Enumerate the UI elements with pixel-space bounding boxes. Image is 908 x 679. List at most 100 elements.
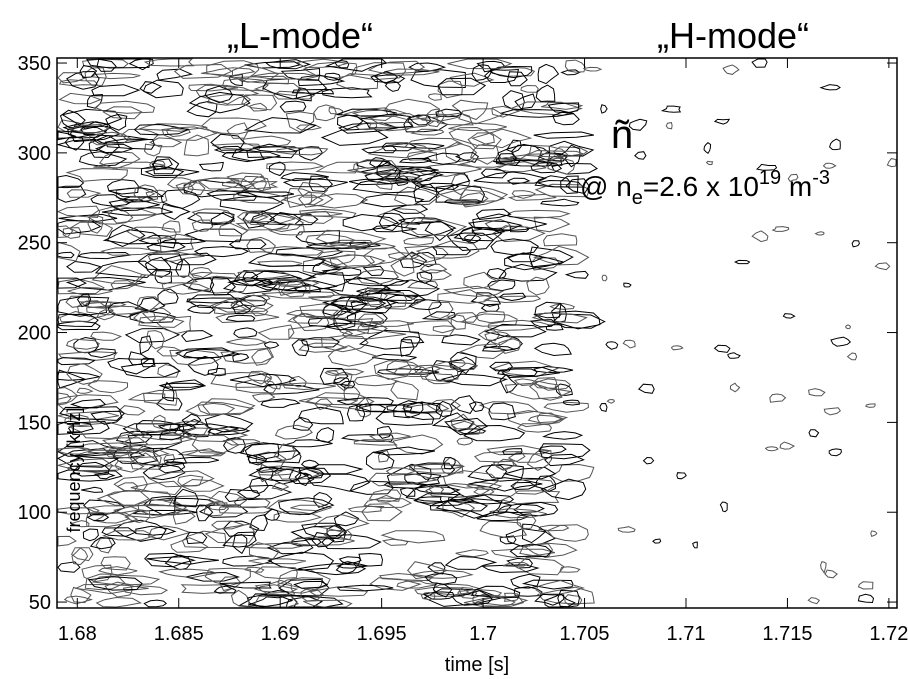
contour-line xyxy=(156,346,183,357)
contour-line xyxy=(543,453,585,467)
contour-line xyxy=(151,158,173,171)
contour-line xyxy=(313,104,337,122)
contour-line xyxy=(243,210,296,225)
contour-line xyxy=(449,72,495,87)
contour-line xyxy=(534,183,591,198)
contour-line xyxy=(886,158,897,168)
contour-line xyxy=(448,122,507,132)
contour-line xyxy=(465,481,503,491)
contour-line xyxy=(59,406,126,421)
contour-line xyxy=(204,413,254,433)
contour-line xyxy=(57,241,81,262)
contour-line xyxy=(539,443,591,460)
contour-line xyxy=(87,380,128,394)
contour-line xyxy=(507,209,571,219)
contour-line xyxy=(844,324,852,330)
contour-line xyxy=(177,423,239,437)
contour-line xyxy=(312,261,341,274)
contour-line xyxy=(447,58,513,70)
contour-line xyxy=(703,142,712,155)
contour-line xyxy=(528,246,574,268)
contour-line xyxy=(90,194,135,207)
contour-line xyxy=(496,368,538,377)
contour-line xyxy=(504,382,573,400)
contour-line xyxy=(252,276,308,291)
contour-line xyxy=(117,405,146,416)
contour-line xyxy=(442,470,500,489)
contour-line xyxy=(108,199,160,212)
contour-line xyxy=(239,175,272,193)
contour-line xyxy=(463,271,500,290)
contour-line xyxy=(390,256,415,277)
contour-line xyxy=(509,543,552,558)
contour-line xyxy=(502,561,530,567)
contour-line xyxy=(297,74,346,87)
x-tick-label: 1.705 xyxy=(560,623,610,645)
contour-line xyxy=(713,344,731,353)
contour-line xyxy=(450,314,467,330)
contour-line xyxy=(273,510,323,523)
x-tick-label: 1.69 xyxy=(261,623,300,645)
contour-line xyxy=(729,382,741,393)
contour-line xyxy=(228,239,267,250)
contour-line xyxy=(306,193,369,209)
contour-line xyxy=(398,157,433,164)
contour-line xyxy=(120,362,182,379)
contour-line xyxy=(534,301,562,319)
contour-line xyxy=(497,458,515,471)
contour-line xyxy=(177,449,226,457)
contour-line xyxy=(67,286,113,296)
contour-line xyxy=(67,420,110,436)
contour-line xyxy=(285,111,315,133)
contour-line xyxy=(87,446,149,454)
contour-line xyxy=(241,94,278,111)
contour-line xyxy=(713,118,731,125)
contour-line xyxy=(435,184,486,203)
contour-line xyxy=(247,370,273,385)
plot-area xyxy=(56,58,897,608)
contour-line xyxy=(315,229,387,248)
contour-line xyxy=(235,379,278,394)
contour-line xyxy=(246,143,298,159)
contour-line xyxy=(76,387,94,394)
contour-line xyxy=(231,64,280,83)
contour-line xyxy=(263,508,280,521)
contour-line xyxy=(413,485,461,494)
contour-line xyxy=(442,285,505,297)
contour-line xyxy=(347,505,385,513)
contour-line xyxy=(291,339,310,357)
contour-line xyxy=(521,523,547,544)
contour-line xyxy=(159,238,206,245)
contour-line xyxy=(493,161,547,173)
contour-line xyxy=(65,338,101,350)
contour-line xyxy=(102,106,143,120)
contour-line xyxy=(510,573,541,589)
contour-line xyxy=(259,246,325,257)
contour-line xyxy=(652,538,662,544)
contour-line xyxy=(549,302,575,310)
contour-line xyxy=(405,217,468,237)
contour-line xyxy=(57,507,100,515)
contour-line xyxy=(166,177,198,189)
contour-line xyxy=(201,67,256,77)
contour-line xyxy=(432,325,456,334)
contour-line xyxy=(321,87,373,99)
contour-line xyxy=(327,345,378,367)
contour-line xyxy=(244,61,302,69)
contour-line xyxy=(207,426,251,436)
contour-line xyxy=(410,251,437,268)
contour-line xyxy=(96,489,150,506)
contour-line xyxy=(534,593,565,606)
contour-line xyxy=(537,152,568,162)
contour-line xyxy=(356,321,388,335)
contour-line xyxy=(865,403,876,408)
contour-line xyxy=(152,156,180,175)
contour-line xyxy=(334,59,350,69)
contour-line xyxy=(96,309,118,321)
contour-line xyxy=(628,118,648,131)
contour-line xyxy=(64,136,85,151)
contour-line xyxy=(181,413,202,428)
contour-line xyxy=(174,347,237,359)
contour-line xyxy=(79,65,98,79)
contour-line xyxy=(86,58,151,69)
